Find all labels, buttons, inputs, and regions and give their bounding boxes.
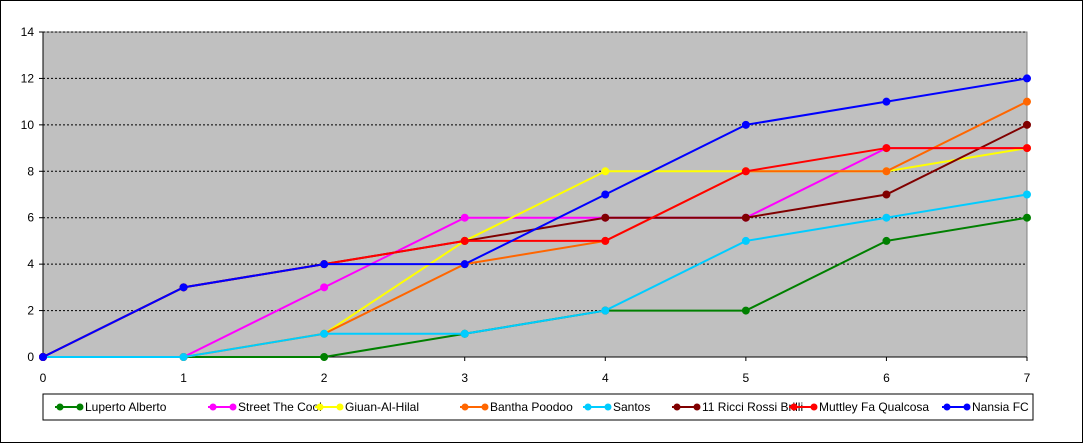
legend-marker bbox=[604, 403, 612, 411]
legend-marker bbox=[209, 403, 217, 411]
data-point bbox=[601, 190, 610, 199]
data-point bbox=[1023, 74, 1031, 83]
data-point bbox=[741, 167, 750, 176]
series-line bbox=[43, 147, 1027, 358]
legend-marker bbox=[673, 403, 681, 411]
data-point bbox=[320, 353, 329, 361]
x-tick-label: 1 bbox=[180, 371, 187, 385]
legend-label: Street The Cool bbox=[238, 400, 322, 414]
x-tick-label: 6 bbox=[883, 371, 890, 385]
y-tick-label: 12 bbox=[21, 71, 35, 85]
legend-label: Santos bbox=[613, 400, 650, 414]
data-point bbox=[882, 97, 891, 106]
legend-marker bbox=[693, 403, 701, 411]
data-point bbox=[1023, 213, 1031, 222]
data-point bbox=[39, 353, 47, 361]
data-point bbox=[320, 329, 329, 338]
legend-marker bbox=[790, 403, 798, 411]
data-point bbox=[179, 353, 188, 361]
x-tick-label: 7 bbox=[1024, 371, 1031, 385]
legend-label: Nansia FC bbox=[972, 400, 1029, 414]
data-point bbox=[882, 236, 891, 245]
legend-label: Luperto Alberto bbox=[85, 400, 167, 414]
data-point bbox=[1023, 120, 1031, 129]
legend-marker bbox=[481, 403, 489, 411]
y-tick-label: 14 bbox=[21, 25, 35, 39]
y-tick-label: 4 bbox=[27, 257, 34, 271]
y-tick-label: 10 bbox=[21, 118, 35, 132]
legend-marker bbox=[810, 403, 818, 411]
data-point bbox=[741, 236, 750, 245]
data-point bbox=[1023, 190, 1031, 199]
series-line bbox=[43, 193, 1028, 358]
data-point bbox=[601, 306, 610, 315]
data-point bbox=[460, 329, 469, 338]
y-tick-label: 6 bbox=[27, 211, 34, 225]
legend-label: Muttley Fa Qualcosa bbox=[819, 400, 929, 414]
data-point bbox=[882, 190, 891, 199]
x-tick-label: 2 bbox=[321, 371, 328, 385]
plot-area bbox=[42, 31, 1028, 358]
x-tick-label: 4 bbox=[602, 371, 609, 385]
data-point bbox=[882, 167, 891, 176]
data-point bbox=[882, 213, 891, 222]
legend-marker bbox=[943, 403, 951, 411]
data-point bbox=[1023, 97, 1031, 106]
legend-marker bbox=[316, 403, 324, 411]
data-point bbox=[601, 167, 610, 176]
x-tick-label: 3 bbox=[461, 371, 468, 385]
legend-marker bbox=[76, 403, 84, 411]
data-point bbox=[320, 283, 329, 292]
x-tick-label: 0 bbox=[40, 371, 47, 385]
data-point bbox=[179, 283, 188, 292]
y-tick-label: 0 bbox=[27, 350, 34, 364]
data-point bbox=[741, 120, 750, 129]
data-point bbox=[1023, 144, 1031, 153]
y-tick-label: 8 bbox=[27, 164, 34, 178]
data-point bbox=[460, 213, 469, 222]
legend-marker bbox=[336, 403, 344, 411]
data-point bbox=[460, 260, 469, 269]
data-point bbox=[601, 236, 610, 245]
data-point bbox=[882, 144, 891, 153]
data-point bbox=[741, 213, 750, 222]
legend-label: Giuan-Al-Hilal bbox=[345, 400, 419, 414]
data-point bbox=[741, 306, 750, 315]
x-tick-label: 5 bbox=[743, 371, 750, 385]
legend-label: Bantha Poodoo bbox=[490, 400, 573, 414]
y-tick-label: 2 bbox=[27, 304, 34, 318]
legend-label: 11 Ricci Rossi Brilli bbox=[702, 400, 803, 414]
legend-marker bbox=[229, 403, 237, 411]
legend-marker bbox=[56, 403, 64, 411]
legend-marker bbox=[461, 403, 469, 411]
legend-marker bbox=[963, 403, 971, 411]
data-point bbox=[460, 236, 469, 245]
data-point bbox=[601, 213, 610, 222]
data-point bbox=[320, 260, 329, 269]
legend-marker bbox=[584, 403, 592, 411]
series-line bbox=[42, 77, 1028, 358]
